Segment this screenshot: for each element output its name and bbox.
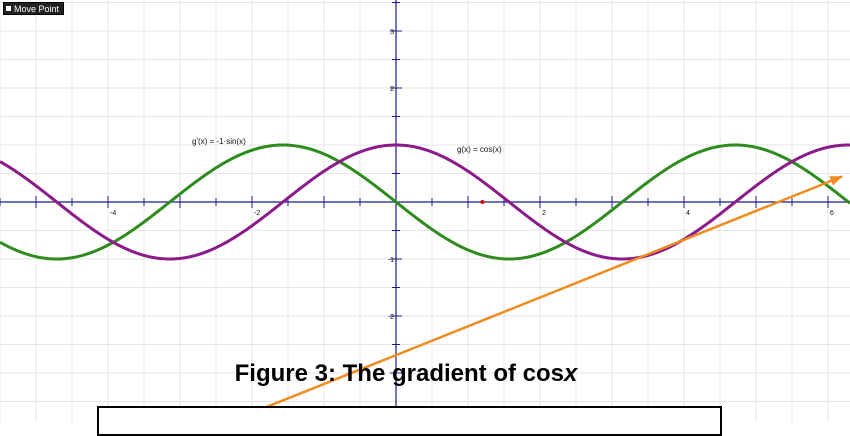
tangent-line — [237, 175, 843, 420]
axes: -4 -2 2 4 6 3 2 -1 -2 — [0, 0, 850, 422]
x-tick-label: -4 — [110, 210, 116, 217]
curve-labels: g'(x) = -1·sin(x) g(x) = cos(x) — [192, 137, 502, 154]
move-point-button[interactable]: Move Point — [3, 2, 65, 15]
derivative-curve — [0, 143, 850, 261]
function-curve — [0, 143, 850, 261]
move-point-icon — [6, 6, 11, 11]
point-marker — [480, 200, 485, 204]
caption-text: Figure 3: The gradient of cos — [234, 360, 564, 387]
y-tick-label: 2 — [390, 86, 394, 93]
caption-variable: x — [564, 360, 578, 387]
x-tick-label: -2 — [254, 210, 260, 217]
x-tick-label: 6 — [830, 210, 834, 217]
graph-canvas[interactable]: -4 -2 2 4 6 3 2 -1 -2 g'(x) = -1·sin(x) g(x) = co… — [0, 0, 850, 422]
text-box — [97, 406, 722, 436]
y-tick-label: 3 — [390, 29, 394, 36]
x-tick-label: 4 — [686, 210, 690, 217]
x-tick-label: 2 — [542, 210, 546, 217]
derivative-label: g'(x) = -1·sin(x) — [192, 137, 246, 146]
tangent-arrowhead — [829, 176, 843, 186]
y-tick-label: -1 — [388, 257, 394, 264]
function-label: g(x) = cos(x) — [457, 145, 502, 154]
figure-caption: Figure 3: The gradient of cosx — [0, 360, 812, 388]
curves — [0, 143, 850, 420]
move-point-label: Move Point — [14, 4, 60, 14]
y-tick-label: -2 — [388, 314, 394, 321]
